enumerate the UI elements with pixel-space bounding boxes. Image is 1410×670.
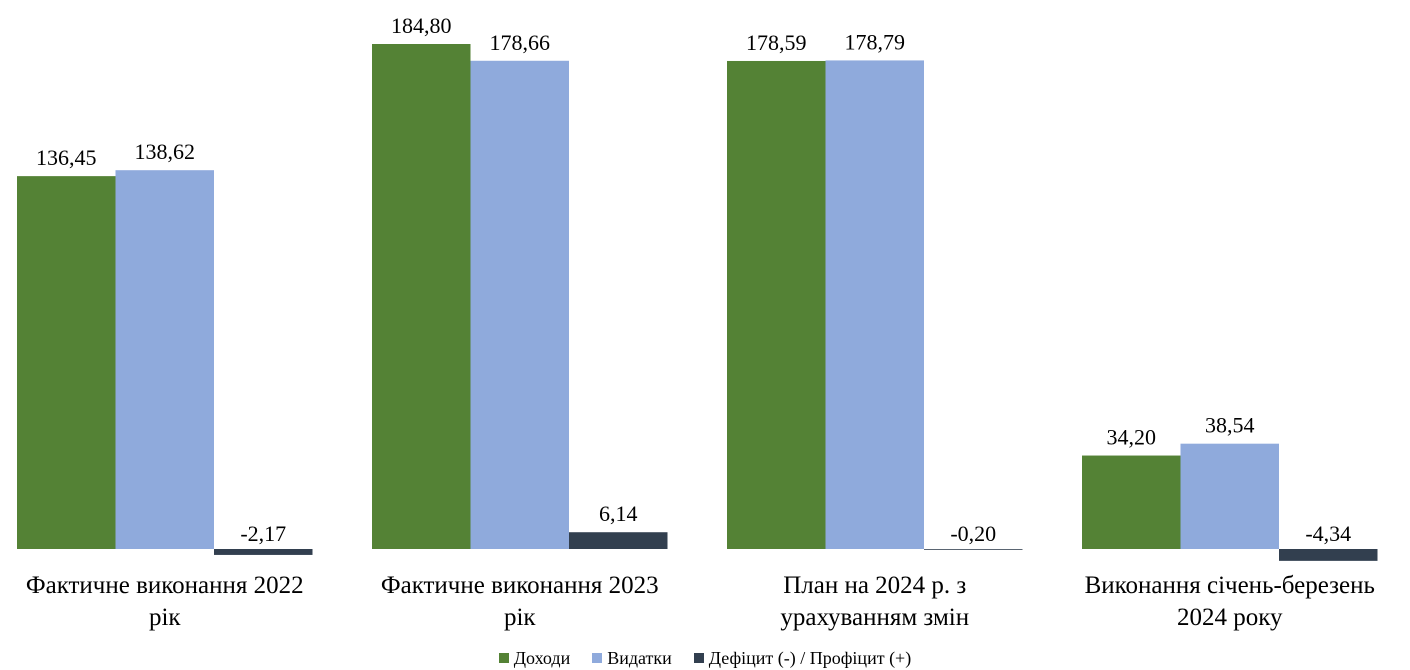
category-label-line2-1: рік: [149, 604, 181, 631]
data-label-dokhody-2: 184,80: [391, 13, 452, 38]
bar-dokhody-3: [727, 60, 826, 549]
legend-item-balance: Дефіцит (-) / Профіцит (+): [693, 648, 912, 668]
data-label-vydatky-2: 178,66: [490, 30, 551, 55]
legend-swatch-balance: [693, 653, 704, 663]
category-group-2: 184,80 178,66 6,14 Фактичне виконання 2023 р…: [372, 13, 668, 631]
bar-dokhody-2: [372, 44, 471, 549]
bar-balance-4: [1279, 549, 1378, 561]
bar-vydatky-1: [115, 170, 214, 549]
bar-balance-3: [924, 549, 1023, 550]
bar-balance-2: [569, 532, 668, 549]
category-label-line2-3: урахуванням змін: [780, 604, 969, 631]
category-label-line1-4: Виконання січень-березень: [1085, 572, 1375, 599]
bar-vydatky-2: [470, 60, 569, 549]
bar-vydatky-3: [825, 60, 924, 550]
data-label-dokhody-4: 34,20: [1107, 425, 1157, 450]
bar-dokhody-4: [1082, 455, 1181, 549]
category-group-3: 178,59 178,79 -0,20 План на 2024 р. з урахув…: [727, 29, 1023, 631]
legend-swatch-dokhody: [498, 653, 509, 663]
legend-item-dokhody: Доходи: [498, 648, 571, 668]
category-group-4: 34,20 38,54 -4,34 Виконання січень-березень…: [1082, 413, 1378, 631]
data-label-dokhody-3: 178,59: [746, 30, 807, 55]
legend-label-balance: Дефіцит (-) / Профіцит (+): [708, 648, 912, 668]
legend-swatch-vydatky: [592, 653, 603, 663]
data-label-balance-1: -2,17: [240, 521, 286, 546]
legend-label-vydatky: Видатки: [607, 648, 672, 668]
category-label-line2-4: 2024 року: [1177, 604, 1283, 631]
legend-label-dokhody: Доходи: [513, 648, 571, 668]
category-label-line2-2: рік: [504, 604, 536, 631]
data-label-vydatky-1: 138,62: [135, 139, 196, 164]
bar-dokhody-1: [17, 176, 116, 549]
category-label-line1-3: План на 2024 р. з: [783, 572, 966, 599]
data-label-dokhody-1: 136,45: [36, 145, 97, 170]
bar-vydatky-4: [1180, 443, 1279, 549]
category-label-line1-1: Фактичне виконання 2022: [26, 572, 304, 599]
chart-legend: Доходи Видатки Дефіцит (-) / Профіцит (+…: [0, 647, 1410, 669]
data-label-vydatky-4: 38,54: [1205, 413, 1255, 438]
data-label-balance-4: -4,34: [1305, 521, 1351, 546]
data-label-balance-3: -0,20: [950, 521, 996, 546]
bar-chart: 136,45 138,62 -2,17 Фактичне виконання 2022…: [17, 13, 1378, 631]
data-label-balance-2: 6,14: [599, 501, 638, 526]
category-label-line1-2: Фактичне виконання 2023: [381, 572, 659, 599]
category-group-1: 136,45 138,62 -2,17 Фактичне виконання 2022…: [17, 139, 313, 631]
bar-balance-1: [214, 549, 313, 555]
legend-item-vydatky: Видатки: [592, 648, 672, 668]
data-label-vydatky-3: 178,79: [845, 29, 906, 54]
